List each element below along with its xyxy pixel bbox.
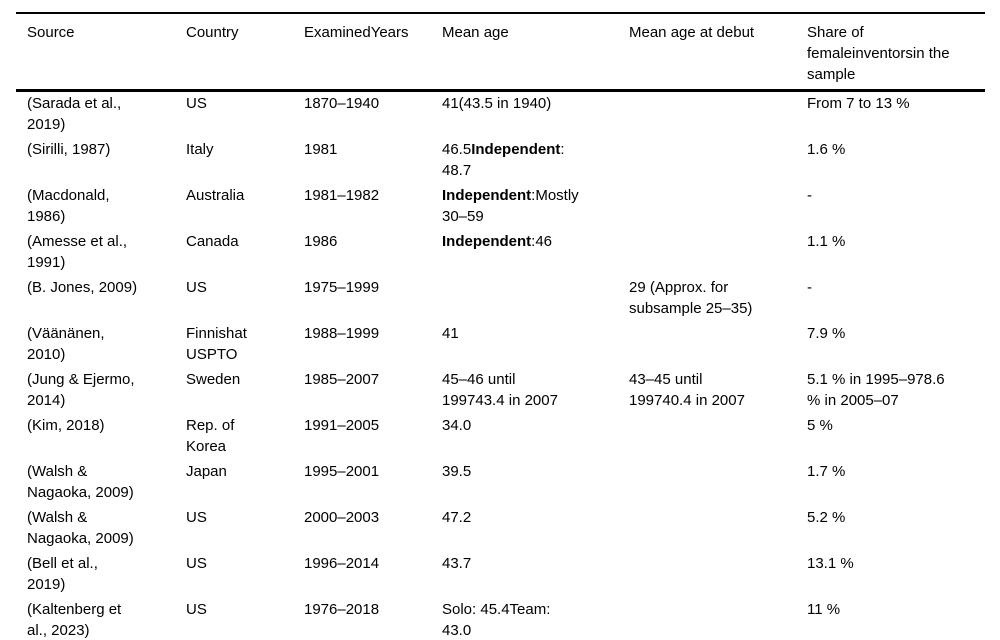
- cell-source: (Walsh & Nagaoka, 2009): [27, 463, 134, 501]
- col-header-mean-age: Mean age: [442, 13, 629, 92]
- table-row: (Walsh & Nagaoka, 2009) US 2000–2003 47.2 5.…: [16, 506, 985, 552]
- table-row: (Bell et al., 2019) US 1996–2014 43.7 13.1 %: [16, 552, 985, 598]
- cell-share: 1.1 %: [807, 233, 846, 250]
- cell-share: -: [807, 279, 812, 296]
- cell-country: Italy: [186, 141, 214, 158]
- table-row: (Sirilli, 1987) Italy 1981 46.5Independent:…: [16, 138, 985, 184]
- cell-debut: [629, 414, 807, 460]
- cell-country: US: [186, 95, 207, 112]
- cell-years: 1981: [304, 141, 338, 158]
- cell-share: 1.7 %: [807, 463, 846, 480]
- cell-share: -: [807, 187, 812, 204]
- cell-source: (Väänänen, 2010): [27, 325, 105, 363]
- col-header-country: Country: [186, 13, 304, 92]
- cell-mean-age: Independent:Mostly 30–59: [442, 187, 579, 225]
- cell-source: (Kaltenberg et al., 2023): [27, 601, 122, 639]
- table-row: (Walsh & Nagaoka, 2009) Japan 1995–2001 39.…: [16, 460, 985, 506]
- cell-source: (Kim, 2018): [27, 417, 105, 434]
- cell-years: 1981–1982: [304, 187, 380, 204]
- col-header-source: Source: [16, 13, 186, 92]
- cell-debut: 29 (Approx. for subsample 25–35): [629, 279, 753, 317]
- table-body: (Sarada et al., 2019) US 1870–1940 41(43.5 …: [16, 91, 985, 640]
- cell-share: 5.1 % in 1995–978.6 % in 2005–07: [807, 371, 945, 409]
- table-row: (Kaltenberg et al., 2023) US 1976–2018 Solo…: [16, 598, 985, 640]
- cell-mean-age: Solo: 45.4Team: 43.0: [442, 601, 551, 639]
- cell-years: 1975–1999: [304, 279, 380, 296]
- table-row: (Väänänen, 2010) Finnishat USPTO 1988–1999…: [16, 322, 985, 368]
- cell-source: (Bell et al., 2019): [27, 555, 98, 593]
- cell-mean-age: Independent:46: [442, 233, 553, 250]
- cell-years: 1996–2014: [304, 555, 380, 572]
- cell-mean-age: 43.7: [442, 555, 472, 572]
- cell-mean-age: 39.5: [442, 463, 472, 480]
- table-row: (B. Jones, 2009) US 1975–1999 29 (Approx. f…: [16, 276, 985, 322]
- cell-years: 1870–1940: [304, 95, 380, 112]
- cell-share: 1.6 %: [807, 141, 846, 158]
- cell-mean-age: 41: [442, 325, 459, 342]
- cell-years: 1986: [304, 233, 338, 250]
- table-row: (Amesse et al., 1991) Canada 1986 Independe…: [16, 230, 985, 276]
- cell-share: 5 %: [807, 417, 833, 434]
- cell-mean-age: 41(43.5 in 1940): [442, 95, 552, 112]
- cell-years: 1988–1999: [304, 325, 380, 342]
- col-header-share: Share of femaleinventorsin the sample: [807, 13, 985, 92]
- cell-share: 13.1 %: [807, 555, 854, 572]
- col-header-years: ExaminedYears: [304, 13, 442, 92]
- cell-debut: [629, 460, 807, 506]
- cell-share: 11 %: [807, 601, 841, 618]
- cell-country: Australia: [186, 187, 245, 204]
- cell-mean-age: [442, 276, 629, 322]
- cell-years: 2000–2003: [304, 509, 380, 526]
- cell-mean-age: 45–46 until 199743.4 in 2007: [442, 371, 558, 409]
- cell-country: US: [186, 555, 207, 572]
- cell-share: 7.9 %: [807, 325, 846, 342]
- cell-share: From 7 to 13 %: [807, 95, 910, 112]
- cell-country: US: [186, 509, 207, 526]
- table-row: (Jung & Ejermo, 2014) Sweden 1985–2007 45–4…: [16, 368, 985, 414]
- cell-country: Sweden: [186, 371, 241, 388]
- table-header-row: Source Country ExaminedYears Mean age Me…: [16, 13, 985, 92]
- cell-source: (Jung & Ejermo, 2014): [27, 371, 135, 409]
- cell-debut: [629, 138, 807, 184]
- cell-debut: [629, 322, 807, 368]
- cell-debut: [629, 552, 807, 598]
- cell-country: US: [186, 601, 207, 618]
- cell-mean-age: 46.5Independent: 48.7: [442, 141, 565, 179]
- cell-years: 1985–2007: [304, 371, 380, 388]
- cell-debut: [629, 184, 807, 230]
- table-row: (Kim, 2018) Rep. of Korea 1991–2005 34.0 5 %: [16, 414, 985, 460]
- cell-debut: [629, 598, 807, 640]
- cell-debut: [629, 230, 807, 276]
- cell-source: (B. Jones, 2009): [27, 279, 138, 296]
- cell-source: (Sirilli, 1987): [27, 141, 111, 158]
- cell-mean-age: 34.0: [442, 417, 472, 434]
- col-header-debut: Mean age at debut: [629, 13, 807, 92]
- cell-country: Rep. of Korea: [186, 417, 235, 455]
- table-row: (Sarada et al., 2019) US 1870–1940 41(43.5 …: [16, 91, 985, 139]
- cell-country: US: [186, 279, 207, 296]
- cell-country: Japan: [186, 463, 227, 480]
- inventor-age-table: Source Country ExaminedYears Mean age Me…: [16, 12, 985, 640]
- cell-source: (Sarada et al., 2019): [27, 95, 122, 133]
- cell-country: Finnishat USPTO: [186, 325, 247, 363]
- cell-mean-age: 47.2: [442, 509, 472, 526]
- cell-source: (Macdonald, 1986): [27, 187, 110, 225]
- cell-debut: 43–45 until 199740.4 in 2007: [629, 371, 745, 409]
- cell-country: Canada: [186, 233, 239, 250]
- cell-years: 1976–2018: [304, 601, 380, 618]
- cell-debut: [629, 506, 807, 552]
- cell-debut: [629, 91, 807, 139]
- cell-years: 1991–2005: [304, 417, 380, 434]
- cell-share: 5.2 %: [807, 509, 846, 526]
- cell-source: (Amesse et al., 1991): [27, 233, 128, 271]
- cell-years: 1995–2001: [304, 463, 380, 480]
- table-row: (Macdonald, 1986) Australia 1981–1982 Indep…: [16, 184, 985, 230]
- cell-source: (Walsh & Nagaoka, 2009): [27, 509, 134, 547]
